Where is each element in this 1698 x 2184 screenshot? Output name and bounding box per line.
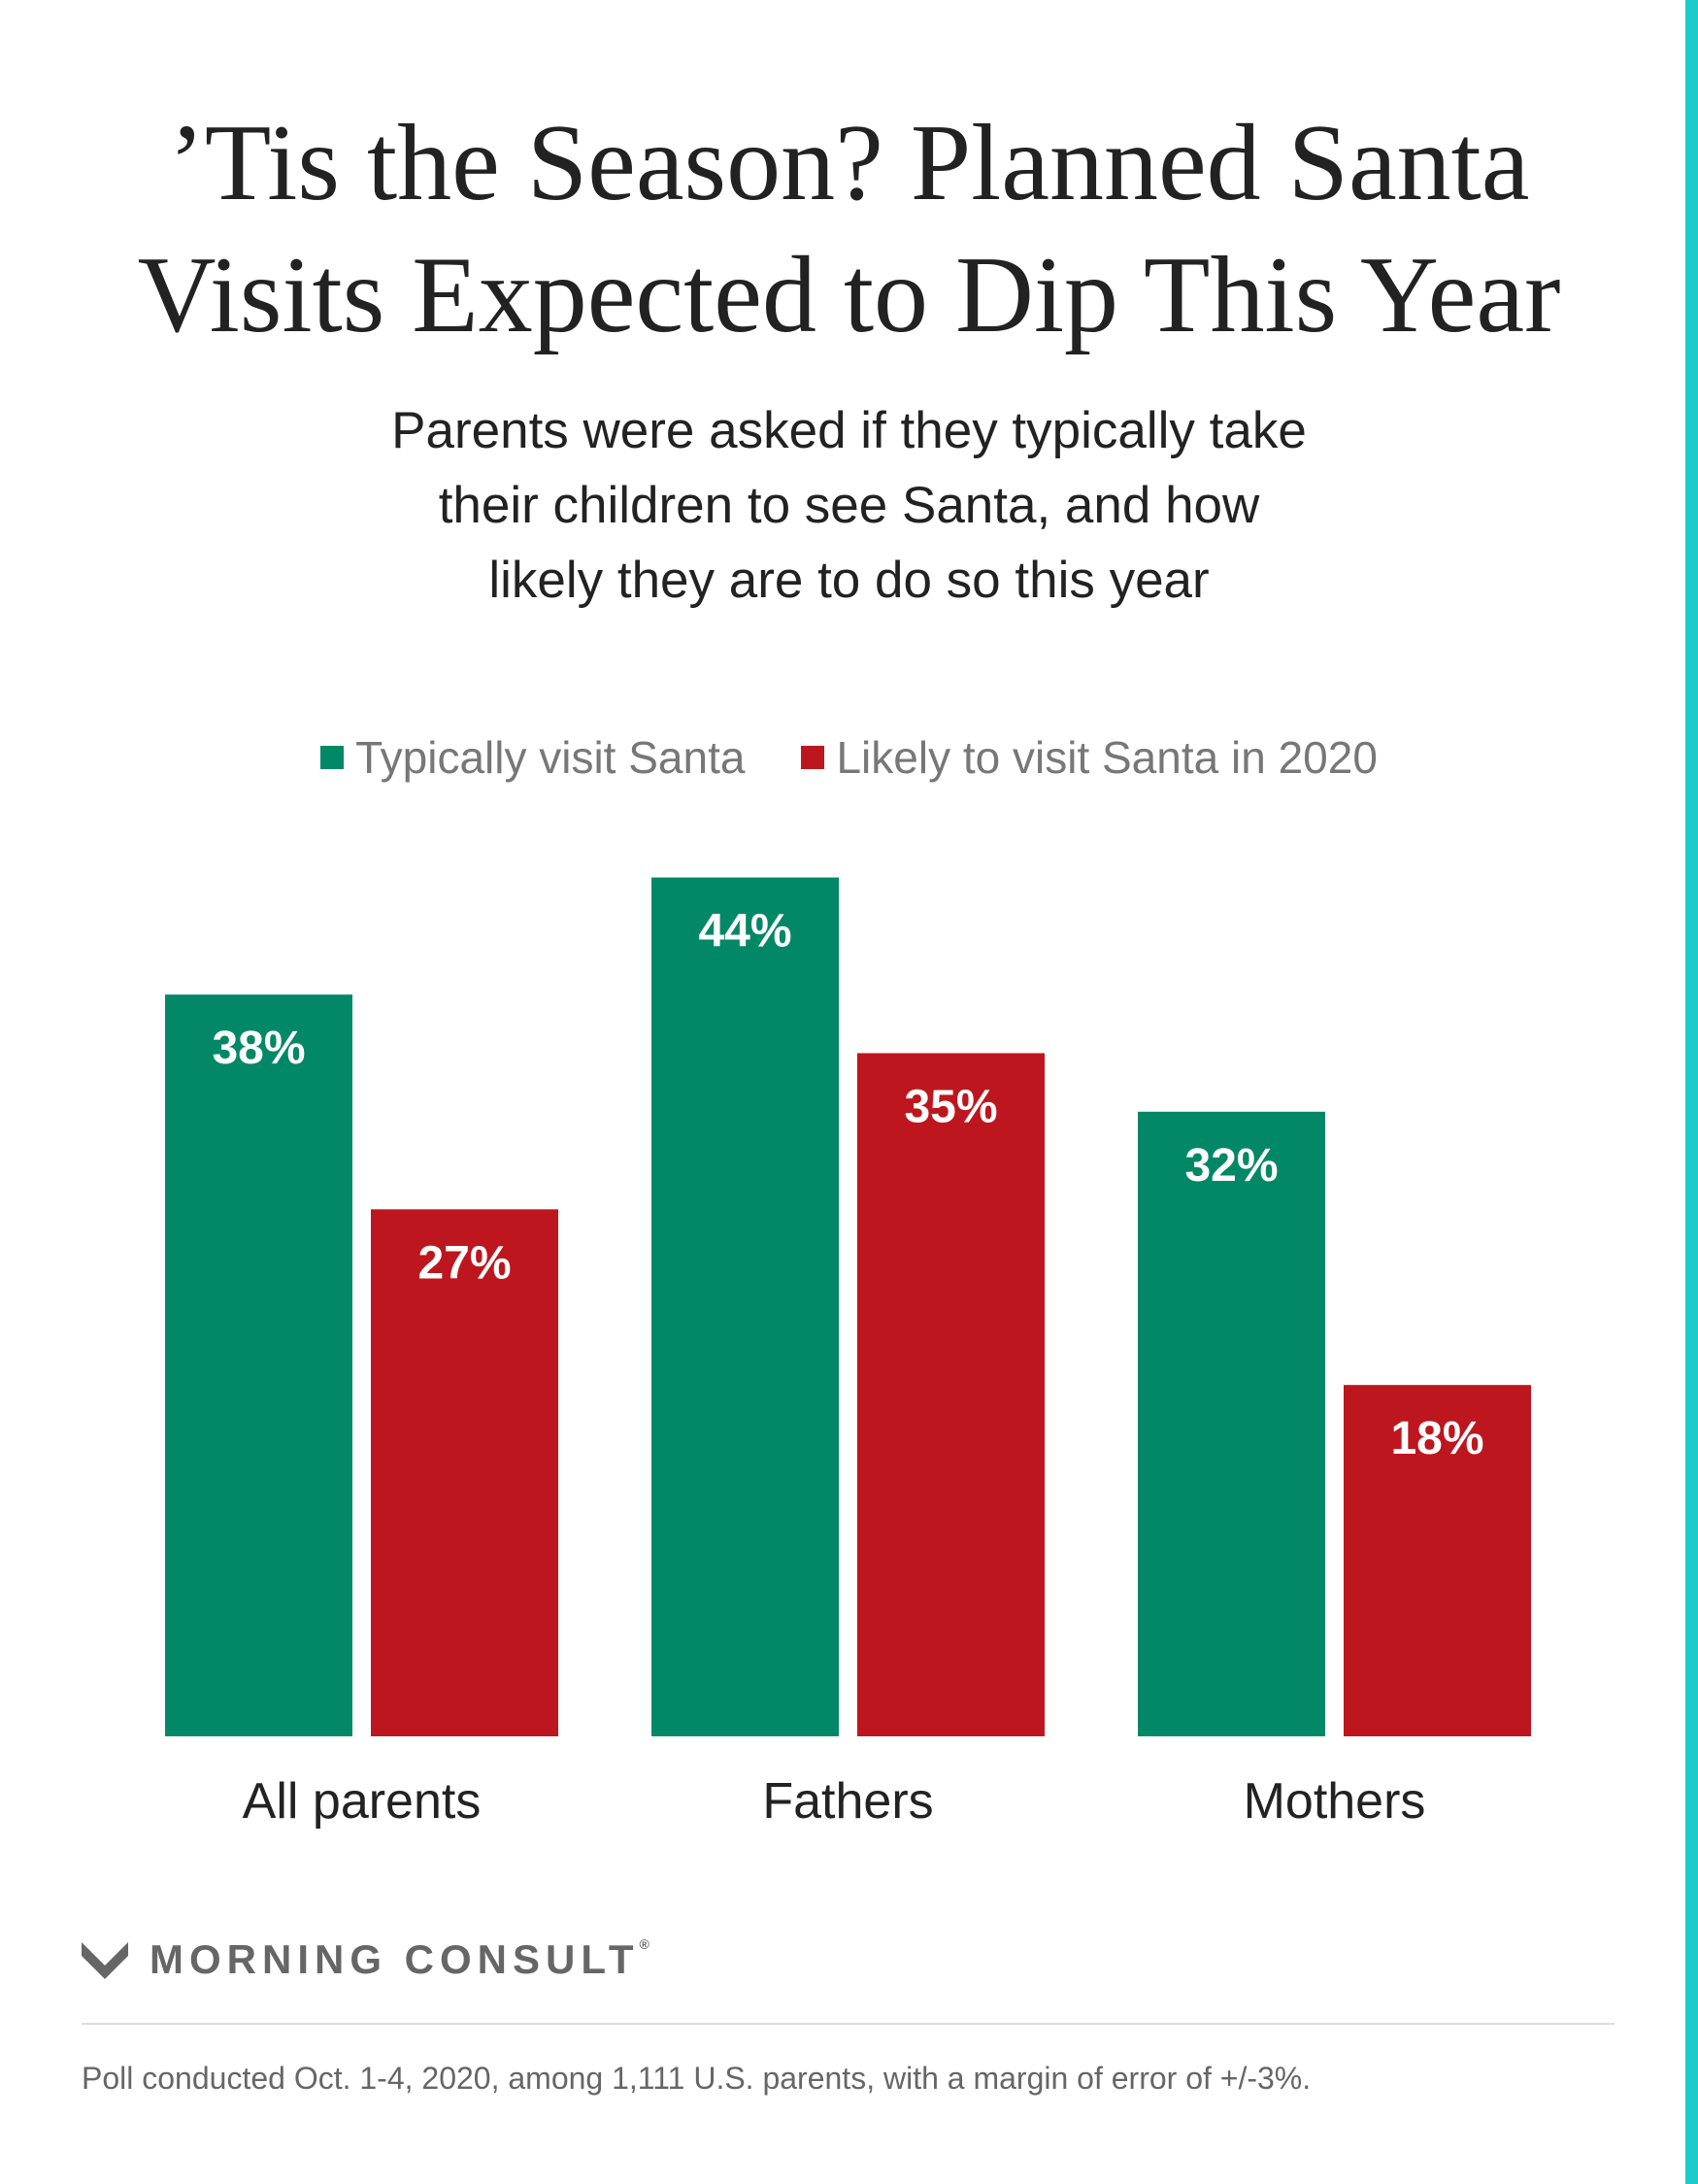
accent-bar [1685, 0, 1698, 2184]
bar-chart: 38% 27% All parents 44% 35% Fathers 32% 18% Moth… [165, 877, 1531, 1830]
brand-name: MORNING CONSULT® [150, 1936, 655, 1982]
bar-likely-0 [371, 1209, 558, 1736]
legend-label-typically: Typically visit Santa [355, 732, 746, 783]
title-line-1: ’Tis the Season? Planned Santa [168, 103, 1530, 223]
data-label-likely-0: 27% [417, 1237, 511, 1289]
bar-typically-2 [1138, 1111, 1325, 1736]
footer-divider [82, 2023, 1615, 2025]
brand: MORNING CONSULT® [82, 1932, 655, 1987]
legend-swatch-typically [320, 746, 345, 769]
bar-likely-1 [857, 1053, 1045, 1736]
brand-registered-mark: ® [639, 1936, 655, 1952]
legend-swatch-likely [801, 746, 825, 769]
chart-title: ’Tis the Season? Planned Santa Visits Ex… [58, 97, 1640, 361]
data-label-typically-0: 38% [212, 1023, 305, 1074]
category-label-0: All parents [243, 1773, 482, 1830]
legend-item-likely: Likely to visit Santa in 2020 [801, 731, 1378, 784]
chart-subtitle: Parents were asked if they typically tak… [243, 393, 1455, 618]
subtitle-line-3: likely they are to do so this year [488, 552, 1210, 609]
data-label-typically-2: 32% [1184, 1140, 1278, 1192]
bar-typically-0 [165, 994, 352, 1736]
title-line-2: Visits Expected to Dip This Year [137, 235, 1561, 355]
category-label-1: Fathers [762, 1773, 933, 1830]
subtitle-line-2: their children to see Santa, and how [438, 477, 1260, 534]
subtitle-line-1: Parents were asked if they typically tak… [391, 402, 1307, 459]
category-label-2: Mothers [1244, 1773, 1426, 1830]
bar-typically-1 [651, 877, 839, 1736]
legend-label-likely: Likely to visit Santa in 2020 [836, 732, 1378, 783]
legend-item-typically: Typically visit Santa [320, 731, 745, 784]
legend: Typically visit Santa Likely to visit Sa… [0, 728, 1698, 787]
bar-likely-2 [1344, 1385, 1531, 1736]
data-label-likely-1: 35% [904, 1082, 997, 1133]
data-label-likely-2: 18% [1390, 1413, 1483, 1464]
morning-consult-logo-icon [82, 1942, 128, 1979]
footnote: Poll conducted Oct. 1-4, 2020, among 1,1… [82, 2061, 1312, 2096]
data-label-typically-1: 44% [698, 906, 791, 958]
